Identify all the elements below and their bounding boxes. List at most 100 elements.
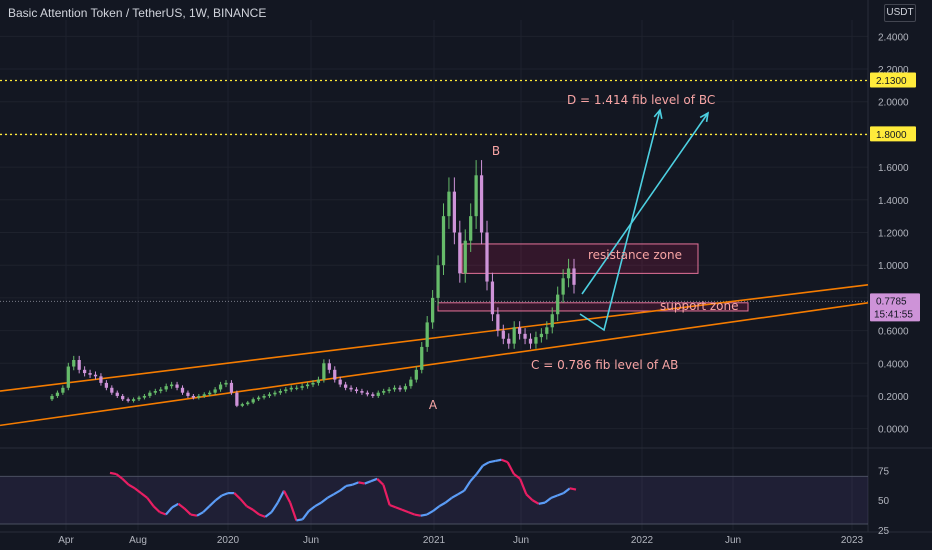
candle-body — [235, 392, 239, 406]
price-level-tag — [870, 126, 916, 142]
candle-body — [267, 394, 272, 396]
candle-body — [485, 232, 489, 282]
rsi-segment — [171, 502, 179, 509]
candle-body — [229, 382, 234, 393]
candle-body — [392, 387, 397, 390]
candle-body — [93, 374, 98, 377]
candle-body — [262, 395, 266, 398]
rsi-segment — [109, 471, 117, 476]
rsi-segment — [301, 510, 310, 520]
channel-line — [0, 284, 869, 392]
price-level-tag — [870, 72, 916, 88]
candle-body — [545, 327, 549, 334]
rsi-segment — [339, 485, 347, 492]
rsi-segment — [258, 513, 266, 518]
zone-box — [437, 302, 749, 312]
rsi-segment — [140, 492, 148, 499]
x-tick-label: 2023 — [841, 535, 864, 546]
x-tick-label: Jun — [725, 535, 741, 546]
rsi-segment — [556, 492, 564, 497]
rsi-segment — [214, 494, 223, 502]
candle-body — [376, 392, 380, 396]
currency-selector[interactable]: USDT — [884, 4, 916, 22]
candle-body — [208, 392, 212, 395]
candle-body — [180, 387, 185, 393]
rsi-segment — [376, 478, 385, 486]
candle-body — [99, 376, 103, 383]
candle-body — [316, 379, 321, 383]
y-tick-label: 2.4000 — [878, 32, 909, 43]
candle-body — [365, 392, 370, 395]
price-level-label: 2.1300 — [876, 76, 907, 87]
rsi-segment — [351, 481, 359, 486]
candle-body — [295, 387, 299, 389]
candle-body — [441, 216, 446, 266]
candle-body — [153, 391, 157, 393]
candle-body — [398, 387, 402, 390]
candle-body — [566, 268, 571, 279]
rsi-segment — [469, 473, 478, 482]
chart-annotation: D = 1.414 fib level of BC — [567, 93, 715, 107]
candle-body — [218, 384, 223, 390]
rsi-band — [0, 476, 868, 525]
x-tick-label: Jun — [303, 535, 319, 546]
candle-body — [273, 392, 277, 395]
rsi-segment — [544, 496, 552, 504]
candle-body — [289, 387, 293, 390]
candle-body — [463, 240, 467, 274]
candle-body — [311, 382, 315, 385]
rsi-segment — [414, 513, 421, 517]
rsi-segment — [282, 490, 292, 504]
candle-body — [436, 265, 440, 298]
candle-body — [343, 384, 348, 388]
candle-body — [202, 394, 206, 396]
rsi-segment — [190, 513, 198, 517]
rsi-segment — [389, 503, 397, 509]
forecast-arrow — [581, 112, 709, 295]
rsi-segment — [506, 461, 515, 475]
x-tick-label: Jun — [513, 535, 529, 546]
rsi-segment — [444, 496, 453, 504]
rsi-segment — [513, 473, 521, 480]
candle-body — [420, 346, 424, 370]
rsi-segment — [276, 490, 285, 504]
rsi-segment — [482, 461, 490, 467]
rsi-segment — [270, 502, 279, 513]
bar-countdown: 15:41:55 — [874, 309, 913, 320]
candle-body — [403, 386, 408, 390]
candle-body — [159, 389, 163, 392]
candle-body — [501, 330, 505, 339]
candle-body — [300, 386, 304, 388]
symbol-title: Basic Attention Token / TetherUS, 1W, BI… — [8, 6, 267, 20]
rsi-segment — [364, 480, 372, 485]
y-tick-label: 1.0000 — [878, 261, 909, 272]
candle-body — [148, 392, 152, 396]
candle-body — [479, 175, 484, 233]
forecast-arrow — [579, 109, 661, 332]
rsi-tick-label: 75 — [878, 466, 890, 477]
candle-body — [550, 314, 554, 328]
candle-body — [224, 382, 228, 385]
candle-body — [61, 387, 65, 393]
candle-body — [115, 392, 119, 396]
rsi-segment — [320, 496, 329, 504]
rsi-segment — [531, 499, 540, 505]
rsi-segment — [159, 511, 167, 516]
rsi-segment — [308, 505, 316, 512]
rsi-segment — [121, 478, 130, 486]
y-tick-label: 1.2000 — [878, 229, 909, 240]
candle-body — [278, 391, 283, 393]
candle-body — [371, 394, 375, 396]
chart-annotation: A — [429, 398, 438, 412]
rsi-tick-label: 50 — [878, 496, 890, 507]
x-tick-label: 2021 — [423, 535, 446, 546]
candle-body — [474, 175, 478, 217]
candle-body — [409, 379, 413, 387]
zone-label: support zone — [660, 299, 739, 313]
rsi-segment — [451, 493, 459, 499]
candle-body — [354, 389, 359, 392]
candle-body — [333, 369, 337, 380]
rsi-segment — [401, 508, 409, 514]
candle-body — [137, 397, 141, 400]
